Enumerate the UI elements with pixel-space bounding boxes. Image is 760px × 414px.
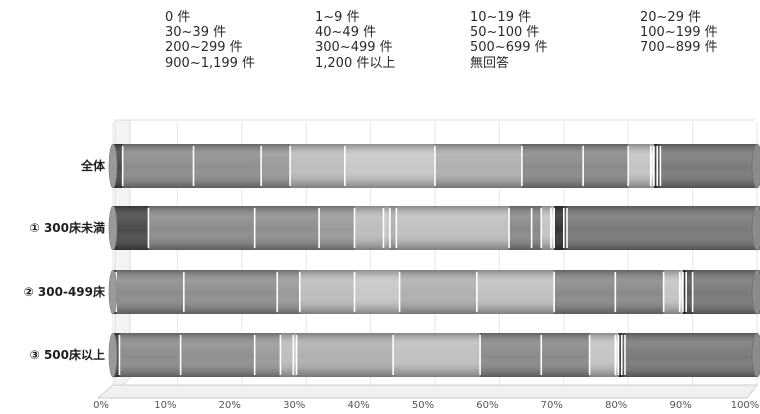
bar-right-cap bbox=[751, 143, 760, 189]
legend-item: 20~29 件 bbox=[640, 10, 702, 25]
x-tick-label: 50% bbox=[412, 400, 434, 411]
legend-item: 無回答 bbox=[470, 56, 510, 71]
legend-item: 900~1,199 件 bbox=[165, 56, 256, 71]
bar-right-cap bbox=[751, 332, 760, 378]
bar-left-cap bbox=[108, 205, 118, 251]
x-tick-label: 90% bbox=[669, 400, 691, 411]
legend-item: 1,200 件以上 bbox=[315, 56, 396, 71]
category-label: ③ 500床以上 bbox=[30, 347, 105, 362]
legend-item: 40~49 件 bbox=[315, 25, 377, 40]
legend-item: 30~39 件 bbox=[165, 25, 227, 40]
legend-item: 100~199 件 bbox=[640, 25, 718, 40]
legend: 0 件 1~9 件 10~19 件 20~29 件 30~39 件 40~49 件 50~1… bbox=[0, 0, 760, 110]
legend-item: 200~299 件 bbox=[165, 40, 243, 55]
x-tick-label: 10% bbox=[154, 400, 176, 411]
bar-left-cap bbox=[108, 332, 118, 378]
bar-shading bbox=[113, 270, 757, 314]
x-tick-label: 0% bbox=[93, 400, 109, 411]
category-label: ② 300-499床 bbox=[24, 284, 106, 299]
bar-right-cap bbox=[751, 269, 760, 315]
x-tick-label: 70% bbox=[541, 400, 563, 411]
x-tick-label: 60% bbox=[476, 400, 498, 411]
bar-left-cap bbox=[108, 143, 118, 189]
category-label: 全体 bbox=[80, 158, 106, 173]
bar-right-cap bbox=[751, 205, 760, 251]
legend-item: 50~100 件 bbox=[470, 25, 540, 40]
bar-shading bbox=[113, 206, 757, 250]
x-tick-label: 40% bbox=[347, 400, 369, 411]
legend-item: 1~9 件 bbox=[315, 10, 360, 25]
plot-floor bbox=[96, 384, 759, 399]
legend-item: 10~19 件 bbox=[470, 10, 532, 25]
bar-left-cap bbox=[108, 269, 118, 315]
category-label: ① 300床未満 bbox=[30, 220, 105, 235]
legend-item: 700~899 件 bbox=[640, 40, 718, 55]
legend-item: 0 件 bbox=[165, 10, 191, 25]
legend-item: 500~699 件 bbox=[470, 40, 548, 55]
x-tick-label: 100% bbox=[731, 400, 760, 411]
legend-item: 300~499 件 bbox=[315, 40, 393, 55]
x-tick-label: 80% bbox=[605, 400, 627, 411]
bar-shading bbox=[113, 333, 757, 377]
x-tick-label: 30% bbox=[283, 400, 305, 411]
x-tick-label: 20% bbox=[219, 400, 241, 411]
